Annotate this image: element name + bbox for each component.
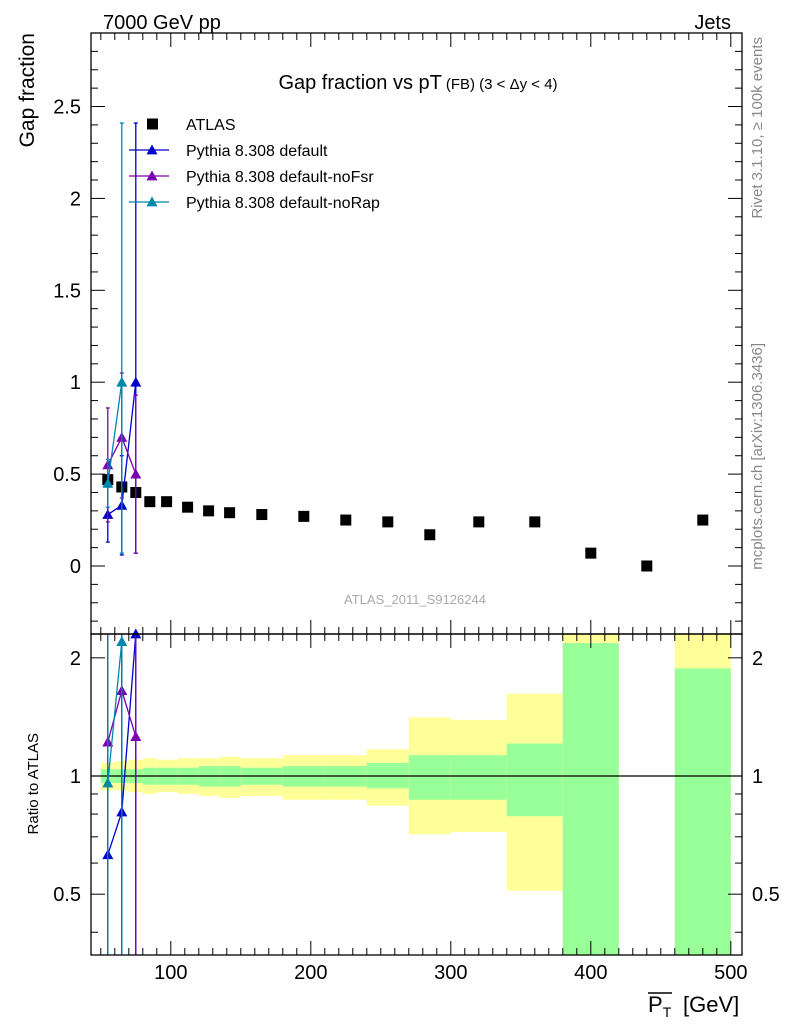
legend-marker-atlas — [147, 118, 158, 130]
main-ylabel: Gap fraction — [16, 33, 39, 147]
atlas-point — [224, 507, 236, 519]
ratio-point — [130, 731, 142, 742]
atlas-point — [697, 514, 709, 526]
rivet-label: Rivet 3.1.10, ≥ 100k events — [749, 37, 766, 219]
atlas-point — [473, 516, 485, 528]
mc-point — [130, 376, 142, 387]
legend-marker — [146, 170, 158, 181]
y-tick-label: 2 — [70, 188, 81, 210]
ratio-y-tick-label-right: 2 — [752, 648, 763, 670]
series-line — [107, 382, 123, 484]
mcplots-label: mcplots.cern.ch [arXiv:1306.3436] — [749, 343, 766, 570]
ratio-series-line — [107, 641, 123, 784]
x-axis-symbol: PT — [648, 992, 672, 1020]
header-left: 7000 GeV pp — [103, 12, 221, 34]
atlas-point — [298, 510, 310, 522]
legend-marker — [146, 196, 158, 207]
tick-marks — [91, 33, 742, 955]
x-tick-label: 200 — [294, 962, 327, 984]
inner-band-bin — [562, 643, 619, 955]
atlas-point — [382, 516, 394, 528]
plot-title-main: Gap fraction vs pT — [278, 72, 441, 94]
ratio-ylabel: Ratio to ATLAS — [25, 733, 42, 834]
ratio-y-tick-label: 2 — [70, 648, 81, 670]
x-axis-label: PT [GeV] — [648, 992, 739, 1020]
x-tick-label: 500 — [714, 962, 747, 984]
inner-band-bin — [674, 668, 731, 955]
plot-title-sub: (FB) (3 < Δy < 4) — [446, 76, 558, 93]
ratio-y-tick-label: 1 — [70, 766, 81, 788]
legend-label: Pythia 8.308 default — [186, 143, 328, 160]
atlas-point — [161, 496, 173, 508]
atlas-point — [144, 496, 156, 508]
mc-point — [102, 477, 114, 488]
plot-frames — [90, 32, 743, 956]
y-tick-label: 2.5 — [53, 97, 81, 119]
ratio-point — [116, 636, 128, 646]
legend-marker — [146, 144, 158, 155]
ratio-panel-frame — [90, 633, 743, 956]
legend-label: Pythia 8.308 default-noRap — [186, 195, 380, 212]
y-tick-label: 0.5 — [53, 464, 81, 486]
atlas-point — [256, 509, 268, 521]
mc-point — [130, 468, 142, 479]
ratio-uncertainty-bands — [100, 634, 731, 955]
plot-title: Gap fraction vs pT (FB) (3 < Δy < 4) — [278, 72, 557, 94]
inner-band-bin — [408, 755, 451, 800]
inner-band-bin — [506, 743, 563, 817]
x-axis-unit: [GeV] — [683, 992, 739, 1017]
data-series — [102, 122, 709, 955]
y-tick-label: 0 — [70, 556, 81, 578]
atlas-point — [424, 529, 436, 541]
x-tick-label: 100 — [154, 962, 187, 984]
header-right: Jets — [694, 12, 731, 34]
watermark: ATLAS_2011_S9126244 — [344, 592, 486, 607]
tick-labels: 100 200 300 400 500 0 0.5 1 1.5 2 2.5 0.5 0.5 1 1 2 2 — [53, 97, 780, 984]
ratio-point — [102, 777, 114, 788]
atlas-point — [203, 505, 215, 517]
atlas-point — [529, 516, 541, 528]
ratio-y-tick-label: 0.5 — [53, 884, 81, 906]
ratio-y-tick-label-right: 1 — [752, 766, 763, 788]
y-tick-label: 1 — [70, 372, 81, 394]
atlas-point — [585, 547, 597, 559]
x-tick-label: 300 — [434, 962, 467, 984]
x-tick-label: 400 — [574, 962, 607, 984]
atlas-point — [340, 514, 352, 526]
legend-label: ATLAS — [186, 117, 236, 134]
legend: ATLAS Pythia 8.308 default Pythia 8.308 de… — [129, 117, 380, 212]
atlas-point — [641, 560, 653, 572]
mc-point — [116, 376, 128, 387]
ratio-y-tick-label-right: 0.5 — [752, 884, 780, 906]
y-tick-label: 1.5 — [53, 280, 81, 302]
legend-label: Pythia 8.308 default-noFsr — [186, 169, 374, 186]
atlas-point — [182, 501, 194, 513]
inner-band-bin — [450, 755, 507, 800]
